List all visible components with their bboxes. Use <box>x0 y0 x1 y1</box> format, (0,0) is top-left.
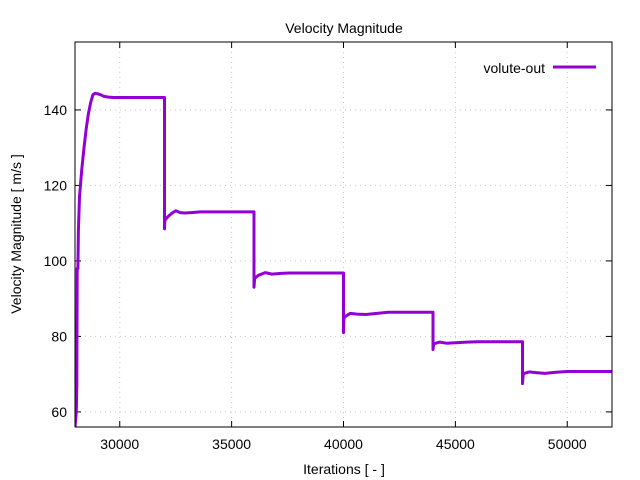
x-tick-labels: 30000 35000 40000 45000 50000 <box>100 436 587 452</box>
chart-title: Velocity Magnitude <box>285 20 403 36</box>
x-tick-label: 35000 <box>212 436 251 452</box>
x-tick-label: 45000 <box>436 436 475 452</box>
series-lines <box>75 91 612 427</box>
x-tick-label: 50000 <box>548 436 587 452</box>
y-axis-label: Velocity Magnitude [ m/s ] <box>8 154 24 314</box>
y-tick-label: 60 <box>51 404 67 420</box>
grid-lines <box>75 42 612 427</box>
series-line-volute-out <box>75 91 612 427</box>
axis-ticks <box>75 42 612 427</box>
legend-label-volute-out: volute-out <box>484 60 546 76</box>
y-tick-label: 80 <box>51 328 67 344</box>
legend: volute-out <box>484 60 596 76</box>
y-tick-label: 120 <box>44 177 68 193</box>
x-tick-label: 30000 <box>100 436 139 452</box>
x-tick-label: 40000 <box>324 436 363 452</box>
y-tick-label: 100 <box>44 253 68 269</box>
y-tick-label: 140 <box>44 102 68 118</box>
y-tick-labels: 60 80 100 120 140 <box>44 102 68 420</box>
plot-frame <box>74 41 613 428</box>
x-axis-label: Iterations [ - ] <box>303 461 385 477</box>
